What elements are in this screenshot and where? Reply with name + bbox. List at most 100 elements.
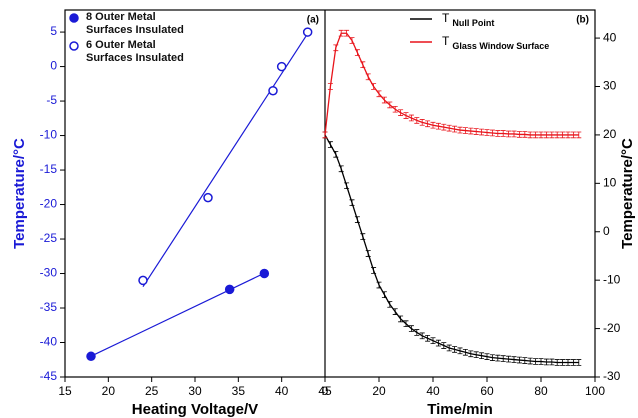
legend-label: T Glass Window Surface [442, 34, 549, 51]
y-tick-label: 20 [603, 127, 617, 141]
error-bar [376, 90, 382, 98]
error-bar [327, 141, 333, 148]
error-bar [435, 122, 441, 130]
error-bar [365, 73, 371, 81]
x-tick-label: 20 [372, 384, 386, 398]
error-bar [527, 131, 533, 139]
error-bar [576, 359, 582, 366]
error-bar [360, 61, 366, 69]
error-bar [371, 267, 377, 274]
x-tick-label: 25 [145, 384, 159, 398]
data-point [276, 61, 287, 72]
y-tick-label: 0 [50, 59, 57, 73]
y-tick-label: -30 [40, 266, 58, 280]
data-line [324, 32, 579, 136]
legend-label: T Null Point [442, 11, 494, 28]
error-bar [408, 325, 414, 332]
error-bar [560, 131, 566, 139]
y-tick-label: 30 [603, 79, 617, 93]
error-bar [419, 332, 425, 340]
error-bar [365, 250, 371, 257]
error-bar [381, 96, 387, 104]
data-point [138, 275, 148, 286]
error-bar [457, 126, 463, 134]
error-bar [387, 101, 393, 109]
error-bar [452, 346, 458, 353]
error-bar [446, 344, 452, 352]
error-bar [425, 120, 431, 128]
error-bar [403, 320, 409, 328]
error-bar [446, 124, 452, 132]
y-tick-label: -25 [40, 231, 58, 245]
error-bar [565, 359, 571, 366]
error-bar [376, 281, 382, 289]
error-bar [484, 353, 490, 360]
y-tick-label: 10 [603, 176, 617, 190]
error-bar [538, 358, 544, 365]
error-bar [322, 131, 328, 139]
error-bar [511, 356, 517, 363]
x-tick-label: 30 [188, 384, 202, 398]
y-tick-label: 0 [603, 224, 610, 238]
legend-subscript: Null Point [452, 18, 494, 28]
legend-name: T [442, 11, 450, 25]
error-bar [344, 182, 350, 190]
y-tick-label: 40 [603, 30, 617, 44]
error-bar [333, 150, 339, 158]
x-tick-label: 45 [318, 384, 332, 398]
error-bar [349, 37, 355, 44]
y-tick-label: -40 [40, 335, 58, 349]
error-bar [398, 109, 404, 116]
x-tick-label: 20 [102, 384, 116, 398]
error-bar [565, 131, 571, 139]
error-bar [371, 83, 377, 90]
y-axis-title: Temperature/°C [11, 138, 28, 249]
data-point [259, 268, 270, 279]
error-bar [387, 301, 393, 308]
error-bar [500, 130, 506, 137]
error-bar [560, 359, 566, 366]
y-tick-label: -20 [603, 321, 621, 335]
error-bar [495, 354, 501, 362]
error-bar [506, 355, 512, 363]
error-bar [473, 351, 479, 359]
y-tick-label: 5 [50, 24, 57, 38]
x-tick-label: 100 [585, 384, 605, 398]
y-tick-label: -5 [46, 93, 57, 107]
error-bar [414, 117, 420, 124]
error-bar [457, 347, 463, 355]
fit-line [142, 33, 309, 288]
panel-label: (b) [576, 15, 589, 26]
y-tick-label: -10 [40, 128, 58, 142]
error-bar [338, 29, 344, 37]
legend-marker [69, 41, 79, 51]
error-bar [500, 355, 506, 362]
error-bar [516, 356, 522, 364]
y-tick-label: -15 [40, 162, 58, 176]
error-bar [489, 129, 495, 137]
error-bar [430, 121, 436, 129]
error-bar [414, 329, 420, 336]
x-tick-label: 40 [275, 384, 289, 398]
error-bar [538, 131, 544, 139]
x-tick-label: 80 [534, 384, 548, 398]
error-bar [554, 359, 560, 366]
data-point [302, 27, 313, 37]
y-tick-label: -35 [40, 300, 58, 314]
error-bar [354, 216, 360, 223]
error-bar [522, 131, 528, 138]
y-tick-label: -30 [603, 369, 621, 383]
error-bar [533, 358, 539, 365]
x-axis-title: Heating Voltage/V [132, 401, 258, 418]
error-bar [495, 130, 501, 137]
fit-line [90, 272, 265, 357]
panel-label: (a) [307, 15, 319, 26]
data-line [324, 134, 579, 364]
legend-marker [69, 13, 79, 23]
x-axis-title: Time/min [427, 401, 493, 418]
x-tick-label: 0 [322, 384, 329, 398]
error-bar [333, 44, 339, 52]
error-bar [419, 119, 425, 126]
error-bar [441, 123, 447, 131]
